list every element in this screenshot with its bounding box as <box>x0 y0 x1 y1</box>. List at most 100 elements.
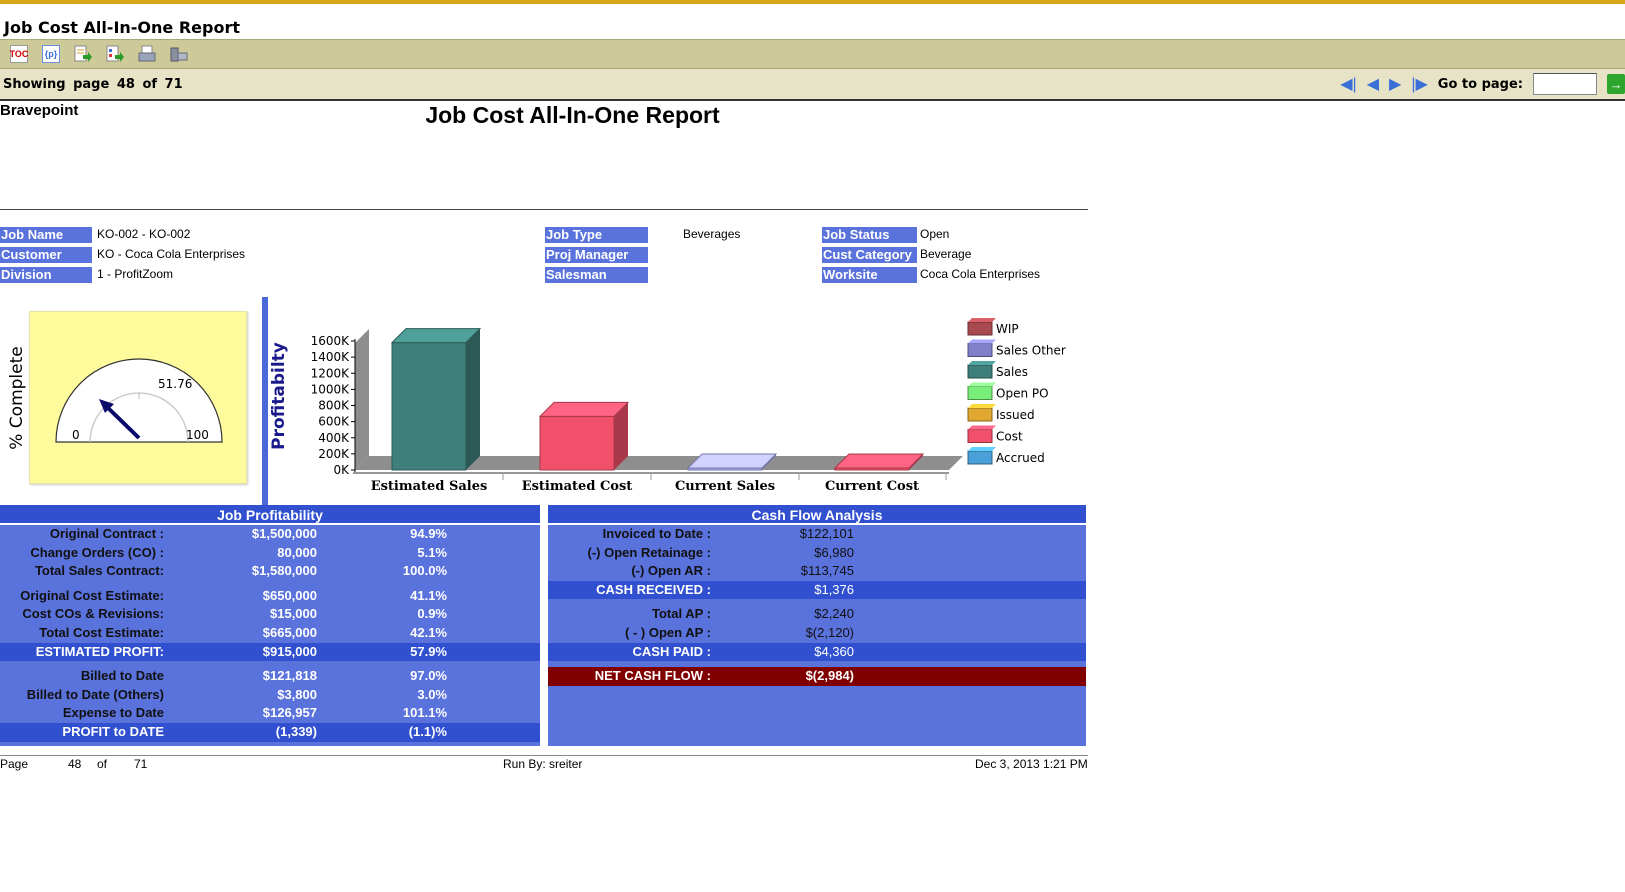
y-tick-label: 1400K <box>311 350 351 364</box>
percent-complete-gauge: 51.76 0 100 <box>55 358 223 443</box>
job-profitability-table: Job Profitability Original Contract : $1,… <box>0 505 540 746</box>
row-percent: 97.0% <box>410 668 447 684</box>
table-row: PROFIT to DATE (1,339) (1.1)% <box>0 722 540 742</box>
print-server-icon[interactable] <box>170 45 188 63</box>
bar-side <box>909 454 923 470</box>
y-tick-label: 1600K <box>311 334 351 348</box>
first-page-icon[interactable]: ◀| <box>1340 76 1357 93</box>
separator-bar <box>262 297 268 505</box>
footer-of: of <box>97 757 108 771</box>
row-value: $121,818 <box>262 668 317 684</box>
row-label: NET CASH FLOW : <box>594 668 711 684</box>
table-row: Billed to Date $121,818 97.0% <box>0 667 540 686</box>
footer-page: 48 <box>68 757 82 771</box>
legend-swatch <box>967 343 993 357</box>
x-tick-label: Current Cost <box>825 479 919 494</box>
legend-label: Sales Other <box>996 344 1066 358</box>
legend-swatch <box>967 429 993 443</box>
table-row: (-) Open Retainage : $6,980 <box>548 544 1086 563</box>
row-value: $(2,984) <box>805 668 854 684</box>
row-value: $126,957 <box>262 705 317 721</box>
field-label: Job Name <box>0 227 92 243</box>
export-data-icon[interactable] <box>74 45 92 63</box>
gauge-value: 51.76 <box>158 377 192 391</box>
footer-total: 71 <box>134 757 148 771</box>
row-percent: 101.1% <box>402 705 447 721</box>
bar-top <box>390 328 482 344</box>
table-row: Original Cost Estimate: $650,000 41.1% <box>0 587 540 606</box>
cash-flow-table: Cash Flow Analysis Invoiced to Date : $12… <box>548 505 1086 746</box>
row-percent: 42.1% <box>410 624 447 640</box>
row-label: Billed to Date <box>80 668 164 684</box>
legend-label: Open PO <box>996 387 1049 401</box>
table-row: ESTIMATED PROFIT: $915,000 57.9% <box>0 642 540 662</box>
table-row: Billed to Date (Others) $3,800 3.0% <box>0 686 540 705</box>
row-label: (-) Open Retainage : <box>587 544 711 560</box>
legend-label: Accrued <box>996 451 1045 465</box>
chart-floor <box>355 456 963 470</box>
table-row: NET CASH FLOW : $(2,984) <box>548 667 1086 686</box>
row-percent: 94.9% <box>410 526 447 541</box>
row-value: $1,376 <box>814 581 854 597</box>
row-value: 80,000 <box>277 544 317 560</box>
bar-side <box>466 328 480 470</box>
legend-swatch-top <box>968 361 996 365</box>
y-tick-label: 600K <box>318 415 350 429</box>
legend-label: Issued <box>996 408 1035 422</box>
field-value: 1 - ProfitZoom <box>97 267 174 281</box>
legend-swatch-top <box>968 425 996 430</box>
bar-top <box>686 453 778 469</box>
field-value: Open <box>920 227 950 241</box>
row-percent: (1.1)% <box>408 723 447 739</box>
row-percent: 0.9% <box>417 606 447 622</box>
row-label: PROFIT to DATE <box>62 723 164 739</box>
footer-run-by: Run By: sreiter <box>503 757 583 771</box>
row-label: Invoiced to Date : <box>602 526 711 541</box>
bar <box>539 415 615 471</box>
row-label: Original Contract : <box>49 526 164 541</box>
legend-label: Sales <box>996 365 1028 379</box>
last-page-icon[interactable]: |▶ <box>1411 76 1428 93</box>
parameters-icon[interactable]: {p} <box>42 45 60 63</box>
toolbar: TOC {p} <box>0 39 1625 69</box>
y-tick-label: 1000K <box>311 382 351 396</box>
row-label: ( - ) Open AP : <box>625 624 711 640</box>
row-label: Total Sales Contract: <box>34 563 164 579</box>
bar <box>391 342 467 471</box>
go-button[interactable]: → <box>1607 74 1625 94</box>
row-percent: 5.1% <box>417 544 447 560</box>
table-title: Job Profitability <box>0 505 540 525</box>
row-label: Expense to Date <box>62 705 164 721</box>
row-label: Cost COs & Revisions: <box>22 606 164 622</box>
y-tick-label: 400K <box>318 431 350 445</box>
table-row: Expense to Date $126,957 101.1% <box>0 704 540 723</box>
row-value: $915,000 <box>262 643 317 659</box>
next-page-icon[interactable]: ▶ <box>1389 76 1402 93</box>
legend-swatch-top <box>968 339 996 344</box>
field-label: Job Type <box>545 227 648 243</box>
previous-page-icon[interactable]: ◀ <box>1366 76 1380 93</box>
table-row: ( - ) Open AP : $(2,120) <box>548 624 1086 643</box>
y-axis-label: Profitabilty <box>270 342 289 450</box>
row-label: ESTIMATED PROFIT: <box>35 643 164 659</box>
toc-icon[interactable]: TOC <box>10 45 28 63</box>
row-label: Billed to Date (Others) <box>26 686 164 702</box>
row-label: CASH PAID : <box>632 643 711 659</box>
print-icon[interactable] <box>138 45 156 63</box>
field-label: Salesman <box>545 267 648 283</box>
legend-swatch <box>967 407 993 422</box>
bar-top <box>538 401 630 417</box>
row-percent: 100.0% <box>402 563 447 579</box>
table-row: CASH PAID : $4,360 <box>548 642 1086 662</box>
legend-label: Cost <box>996 430 1023 444</box>
row-value: $650,000 <box>262 587 317 603</box>
row-value: $1,500,000 <box>251 526 317 541</box>
export-report-icon[interactable] <box>106 45 124 63</box>
goto-page-input[interactable] <box>1533 73 1597 95</box>
field-value: KO-002 - KO-002 <box>97 227 191 241</box>
top-accent-bar <box>0 0 1625 4</box>
x-tick-label: Estimated Cost <box>522 479 633 494</box>
row-value: $4,360 <box>814 643 854 659</box>
row-label: Total AP : <box>652 606 711 622</box>
field-label: Worksite <box>822 267 917 283</box>
